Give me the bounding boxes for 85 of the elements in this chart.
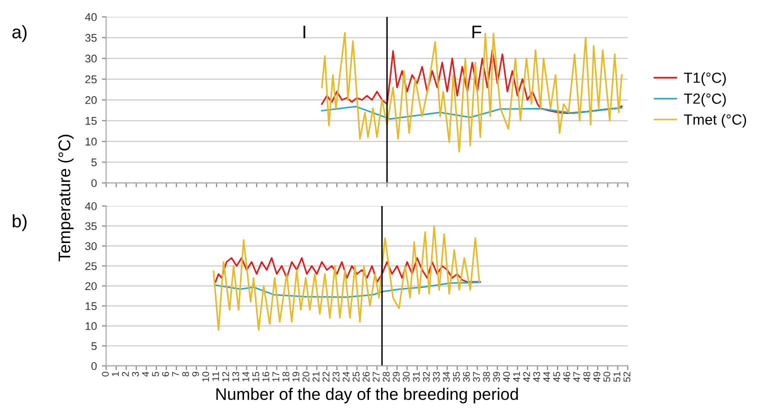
y-tick-label: 40	[85, 13, 97, 22]
x-tick-label: 52	[623, 372, 630, 382]
annotation: F	[472, 26, 482, 38]
x-tick-label: 20	[302, 372, 310, 382]
annotation: I	[304, 26, 306, 38]
y-tick-label: 40	[85, 202, 97, 210]
x-tick-label: 8	[182, 372, 190, 376]
x-tick-label: 45	[553, 372, 560, 382]
y-tick-label: 25	[85, 262, 97, 270]
x-tick-label: 33	[432, 372, 440, 382]
x-tick-label: 43	[533, 372, 540, 382]
x-tick-label: 18	[282, 372, 290, 382]
x-tick-label: 32	[422, 372, 430, 382]
line-series	[214, 282, 482, 298]
x-tick-label: 4	[142, 372, 149, 377]
x-tick-label: 3	[132, 372, 139, 376]
legend-label: T2(°C)	[684, 93, 726, 107]
x-axis-title: Number of the day of the breeding period	[216, 388, 518, 404]
x-tick-label: 28	[382, 372, 390, 382]
x-tick-label: 40	[503, 372, 510, 382]
x-tick-label: 44	[543, 372, 550, 382]
x-tick-label: 1	[112, 372, 119, 376]
y-tick-label: 35	[85, 222, 97, 230]
y-tick-label: 15	[86, 302, 97, 310]
y-tick-label: 5	[91, 342, 97, 350]
x-tick-label: 16	[262, 372, 270, 382]
x-tick-label: 5	[152, 372, 159, 376]
chart-title: a)	[12, 25, 27, 42]
x-tick-label: 30	[402, 372, 410, 382]
x-tick-label: 48	[583, 372, 590, 382]
y-tick-label: 25	[85, 75, 97, 84]
x-tick-label: 47	[573, 372, 580, 382]
x-tick-label: 9	[192, 372, 200, 376]
legend-label: Tmet (°C)	[684, 114, 746, 128]
x-tick-label: 0	[102, 372, 109, 376]
x-tick-label: 21	[312, 372, 320, 382]
y-axis-title: Temperature (°C)	[58, 134, 74, 262]
x-tick-label: 15	[252, 372, 260, 382]
y-tick-label: 15	[86, 117, 97, 125]
y-tick-label: 10	[86, 322, 97, 330]
x-tick-label: 46	[563, 372, 570, 382]
x-tick-label: 2	[122, 372, 129, 376]
x-tick-label: 22	[322, 372, 330, 382]
legend-label: T1(°C)	[684, 72, 726, 86]
y-tick-label: 20	[85, 96, 97, 104]
x-tick-label: 6	[162, 372, 169, 376]
x-tick-label: 27	[372, 372, 380, 382]
y-tick-label: 35	[85, 34, 97, 42]
x-tick-label: 26	[362, 372, 370, 382]
line-series	[212, 225, 480, 331]
x-tick-label: 51	[614, 372, 620, 382]
x-tick-label: 29	[392, 372, 400, 382]
x-tick-label: 23	[332, 372, 340, 382]
x-tick-label: 12	[222, 372, 230, 382]
y-tick-label: 10	[86, 138, 97, 146]
x-tick-label: 34	[442, 372, 450, 382]
x-tick-label: 42	[523, 372, 530, 382]
x-tick-label: 24	[342, 372, 350, 382]
x-tick-label: 41	[513, 372, 520, 382]
x-tick-label: 17	[272, 372, 280, 382]
x-tick-label: 36	[462, 372, 470, 382]
y-tick-label: 30	[85, 242, 97, 250]
y-tick-label: 0	[91, 179, 97, 188]
x-tick-label: 49	[593, 372, 600, 382]
chart-title: b)	[12, 214, 27, 232]
x-tick-label: 10	[202, 372, 210, 382]
x-tick-label: 31	[412, 372, 420, 382]
x-tick-label: 14	[242, 372, 250, 382]
y-tick-label: 20	[85, 282, 97, 290]
x-tick-label: 37	[473, 372, 480, 382]
x-tick-label: 50	[603, 372, 610, 382]
x-tick-label: 25	[352, 372, 360, 382]
line-series	[214, 257, 482, 283]
x-tick-label: 7	[172, 372, 179, 376]
y-tick-label: 30	[85, 54, 97, 63]
x-tick-label: 39	[493, 372, 500, 382]
x-tick-label: 35	[452, 372, 460, 382]
x-tick-label: 38	[483, 372, 490, 382]
x-tick-label: 13	[232, 372, 240, 382]
line-series	[321, 106, 622, 120]
y-tick-label: 5	[91, 158, 97, 166]
line-series	[321, 49, 622, 114]
x-tick-label: 11	[212, 372, 220, 381]
y-tick-label: 0	[91, 362, 97, 370]
x-tick-label: 19	[292, 372, 300, 382]
